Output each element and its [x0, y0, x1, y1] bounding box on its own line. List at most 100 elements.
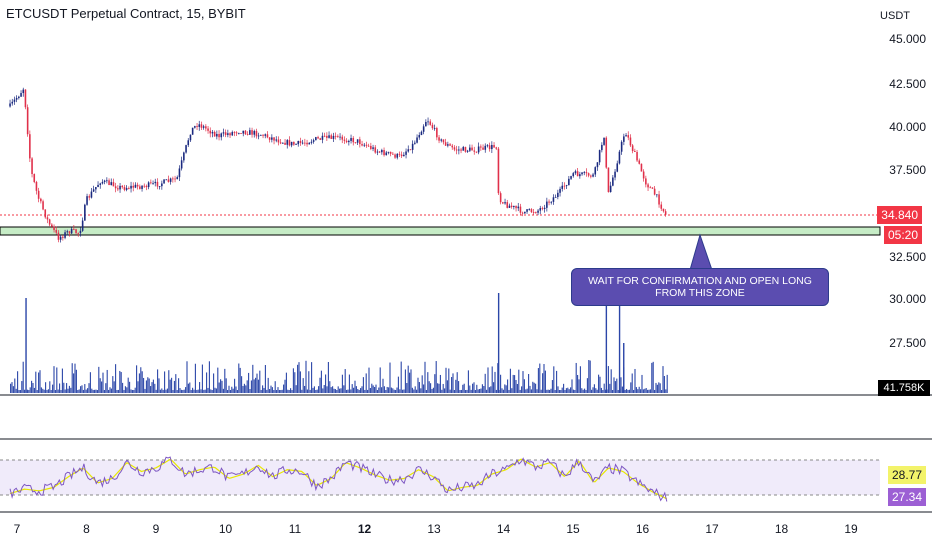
volume-bar — [376, 390, 378, 393]
volume-bar — [19, 389, 21, 393]
volume-bar — [57, 389, 59, 393]
candle-body — [521, 212, 524, 214]
candle-body — [242, 130, 245, 134]
volume-bar — [161, 388, 163, 393]
volume-bar — [273, 389, 275, 393]
volume-bar — [246, 380, 248, 393]
volume-bar — [655, 382, 657, 393]
volume-bar — [382, 378, 384, 393]
x-tick-label: 13 — [427, 522, 441, 536]
countdown-tag: 05:20 — [883, 226, 922, 244]
volume-bar — [187, 383, 189, 393]
volume-bar — [502, 389, 504, 393]
volume-bar — [561, 387, 563, 393]
volume-bar — [215, 388, 217, 393]
volume-bar — [186, 361, 188, 393]
volume-bar — [91, 388, 93, 393]
volume-bar — [229, 389, 231, 393]
volume-bar — [266, 389, 268, 393]
candle-body — [392, 153, 394, 155]
volume-bar — [315, 389, 317, 393]
volume-bar — [217, 367, 219, 393]
candle-body — [70, 228, 73, 234]
trade-callout[interactable]: WAIT FOR CONFIRMATION AND OPEN LONG FROM… — [571, 268, 829, 306]
candle-body — [304, 142, 306, 144]
volume-bar — [103, 389, 105, 393]
candle-body — [605, 137, 608, 168]
candle-body — [106, 180, 108, 182]
candle-body — [493, 145, 495, 148]
volume-bar — [596, 389, 598, 393]
volume-bar — [554, 389, 556, 393]
volume-bar — [241, 376, 243, 393]
volume-bar — [472, 383, 474, 393]
candle-body — [460, 149, 462, 151]
candle-body — [209, 130, 212, 134]
volume-bar — [26, 389, 28, 393]
volume-bar — [473, 382, 475, 393]
volume-bar — [222, 388, 224, 393]
candle-body — [167, 179, 170, 182]
candle-body — [88, 196, 91, 198]
volume-bar — [532, 381, 534, 393]
candle-body — [268, 137, 271, 140]
volume-bar — [578, 379, 580, 393]
candle-body — [563, 185, 566, 187]
volume-bar — [35, 371, 37, 393]
volume-bar — [614, 381, 616, 393]
candle-body — [53, 226, 55, 231]
volume-bar — [354, 380, 356, 393]
volume-bar — [154, 383, 156, 393]
volume-bar — [389, 362, 391, 393]
volume-bar — [140, 367, 142, 393]
volume-bar — [508, 389, 510, 393]
volume-bar — [112, 376, 114, 393]
candle-body — [235, 132, 238, 134]
candle-body — [361, 144, 363, 146]
volume-bar — [327, 362, 329, 393]
candle-body — [161, 183, 163, 187]
candle-body — [471, 147, 473, 151]
volume-bar — [617, 390, 619, 393]
volume-bar — [434, 374, 436, 393]
volume-bar — [367, 389, 369, 393]
candle-body — [321, 135, 324, 140]
volume-bar — [288, 389, 290, 393]
volume-bar — [155, 389, 157, 393]
candle-body — [592, 174, 594, 177]
candle-body — [141, 185, 143, 189]
candle-body — [504, 202, 506, 204]
volume-bar — [577, 374, 579, 393]
candle-body — [290, 141, 293, 146]
volume-bar — [637, 389, 639, 393]
volume-bar — [378, 387, 380, 393]
volume-bar — [431, 389, 433, 393]
volume-bar — [85, 389, 87, 393]
candle-body — [178, 168, 181, 178]
candle-body — [169, 178, 172, 182]
volume-bar — [204, 389, 206, 393]
candle-body — [574, 171, 577, 174]
y-tick-label: 27.500 — [889, 336, 926, 350]
volume-bar — [21, 381, 23, 393]
volume-bar — [31, 380, 33, 393]
volume-bar — [543, 364, 545, 393]
volume-bar — [193, 389, 195, 393]
candle-body — [427, 121, 429, 123]
candle-body — [376, 151, 379, 153]
candle-body — [513, 205, 515, 208]
candle-body — [378, 151, 381, 153]
volume-bar — [368, 367, 370, 393]
candle-body — [565, 185, 568, 186]
volume-bar — [598, 374, 600, 393]
volume-bar — [444, 388, 446, 393]
candle-body — [196, 126, 198, 127]
candle-body — [145, 185, 148, 188]
candle-body — [293, 141, 295, 145]
volume-bar — [607, 366, 609, 393]
support-zone[interactable] — [0, 226, 881, 236]
volume-bar — [248, 372, 250, 393]
candle-body — [552, 197, 555, 202]
volume-bar — [371, 383, 373, 393]
candle-body — [642, 171, 645, 179]
